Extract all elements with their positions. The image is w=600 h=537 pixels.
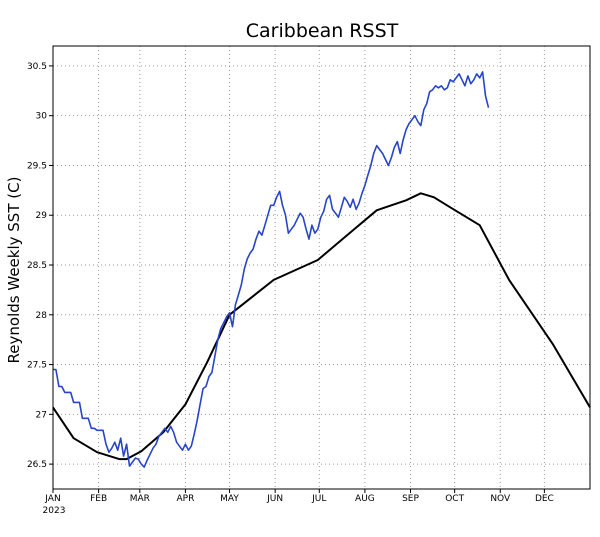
y-tick-label: 30.5 <box>27 62 47 72</box>
chart-title: Caribbean RSST <box>246 20 399 42</box>
sst-2023-line <box>53 71 490 468</box>
x-tick-label: JUN <box>266 494 283 504</box>
x-tick-label: MAR <box>130 494 150 504</box>
climatology-line <box>52 192 591 461</box>
x-tick-label: FEB <box>90 494 107 504</box>
year-label: 2023 <box>43 506 66 516</box>
x-axis: JAN FEB MAR APR MAY JUN JUL AUG SEP OCT NOV DEC <box>44 489 554 504</box>
y-tick-label: 28 <box>36 311 48 321</box>
x-tick-label: AUG <box>355 494 375 504</box>
y-tick-label: 30 <box>36 112 48 122</box>
y-tick-label: 28.5 <box>27 261 47 271</box>
y-tick-label: 29 <box>36 211 48 221</box>
x-tick-label: APR <box>176 494 194 504</box>
x-tick-label: NOV <box>490 494 511 504</box>
y-tick-label: 26.5 <box>27 460 47 470</box>
x-tick-label: JAN <box>44 494 60 504</box>
y-tick-label: 27.5 <box>27 361 47 371</box>
x-tick-label: MAY <box>220 494 239 504</box>
y-tick-label: 29.5 <box>27 161 47 171</box>
grid-lines <box>53 46 590 489</box>
y-axis: 26.5 27 27.5 28 28.5 29 29.5 30 30.5 <box>27 62 53 470</box>
x-tick-label: SEP <box>402 494 419 504</box>
y-tick-label: 27 <box>36 410 47 420</box>
plot-frame <box>52 45 591 490</box>
y-axis-label: Reynolds Weekly SST (C) <box>5 177 23 364</box>
x-tick-label: DEC <box>535 494 554 504</box>
x-tick-label: JUL <box>311 494 326 504</box>
x-tick-label: OCT <box>445 494 464 504</box>
data-series <box>52 71 591 468</box>
